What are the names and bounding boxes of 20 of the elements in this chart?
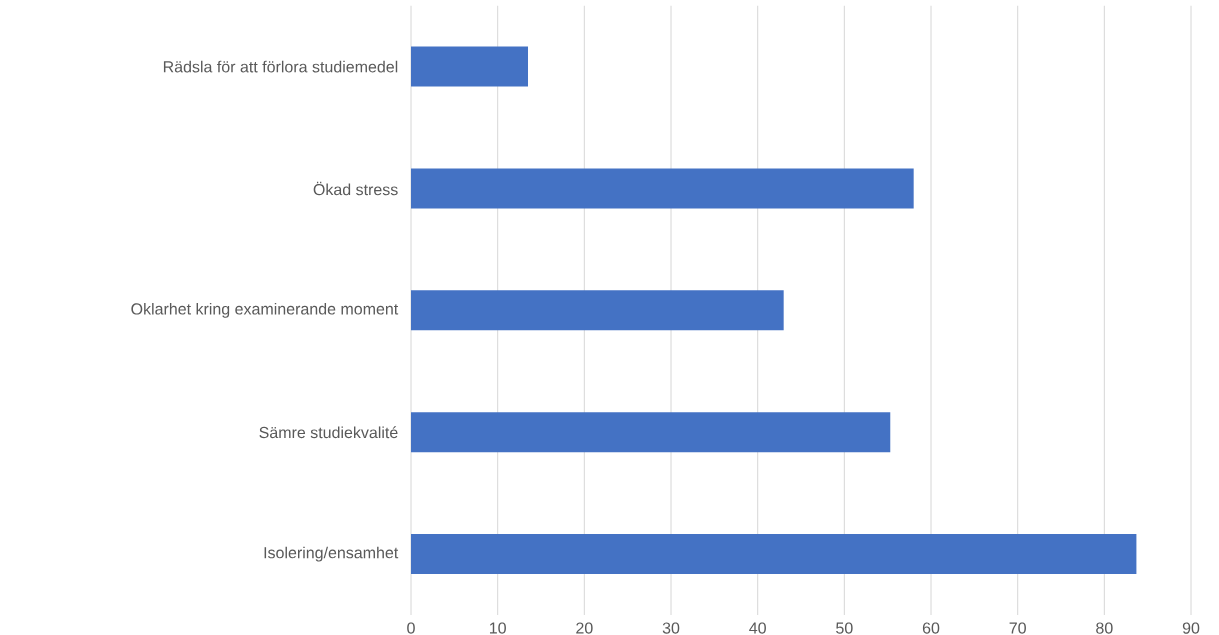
x-tick-label: 20 xyxy=(576,622,593,634)
x-tick-label: 0 xyxy=(407,622,415,634)
x-tick-label: 30 xyxy=(662,622,680,634)
x-tick-label: 80 xyxy=(1096,622,1113,634)
x-tick-label: 10 xyxy=(489,622,506,634)
y-tick-label: Oklarhet kring examinerande moment xyxy=(131,302,399,318)
x-tick-label: 40 xyxy=(749,622,766,634)
bar xyxy=(411,46,529,87)
bar xyxy=(411,168,914,209)
y-tick-label: Isolering/ensamhet xyxy=(264,546,399,562)
y-tick-label: Rädsla för att förlora studiemedel xyxy=(163,60,398,73)
y-tick-label: Ökad stress xyxy=(313,181,398,196)
y-tick-label: Sämre studiekvalité xyxy=(259,426,398,439)
x-tick-label: 60 xyxy=(922,622,940,634)
x-tick-label: 70 xyxy=(1009,622,1026,634)
x-tick-label: 90 xyxy=(1182,622,1200,634)
bar xyxy=(411,412,891,453)
bar xyxy=(411,534,1137,575)
x-tick-label: 50 xyxy=(836,622,853,634)
bar xyxy=(411,290,784,331)
